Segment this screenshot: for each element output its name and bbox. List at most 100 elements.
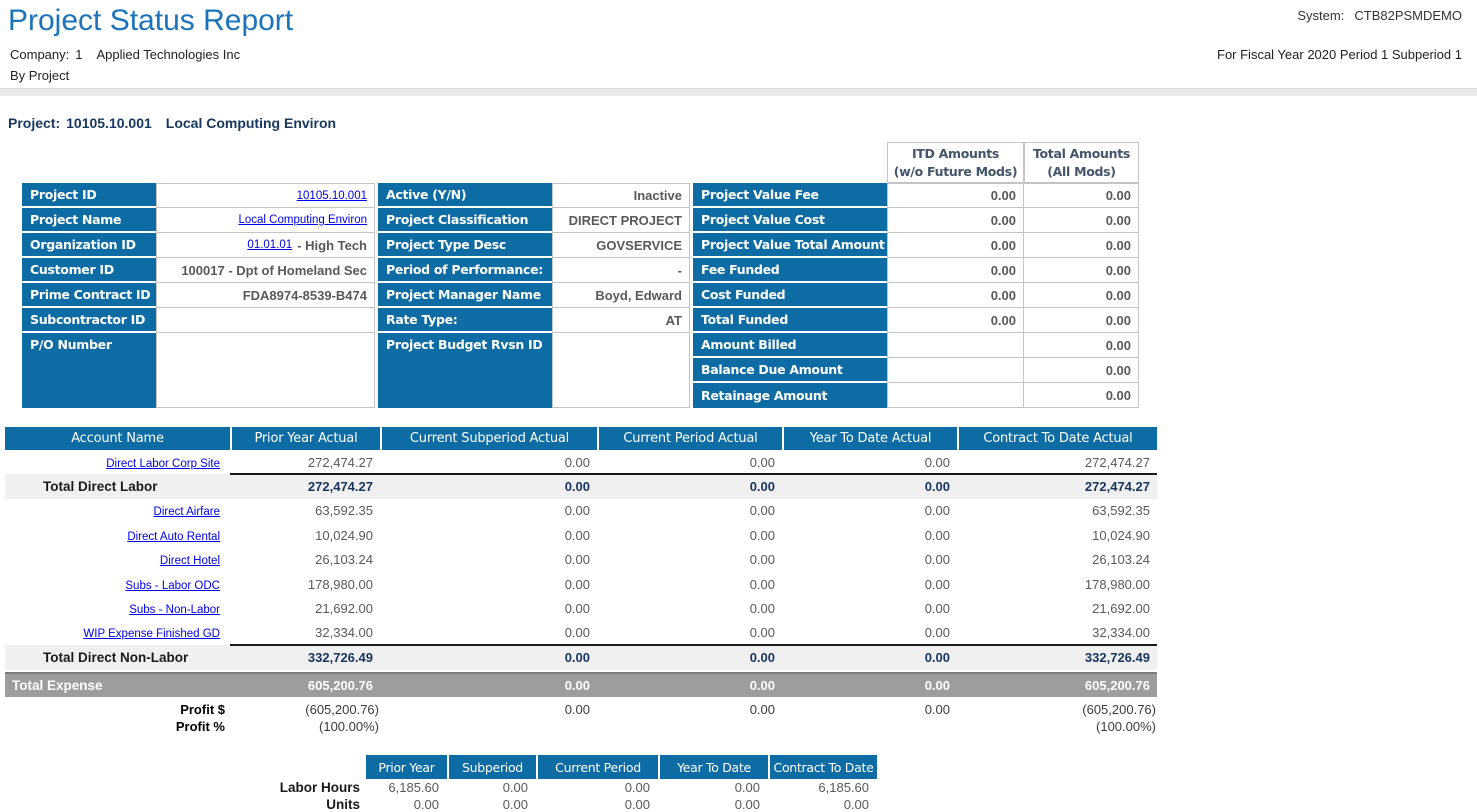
value-cell: 0.00 [597,702,782,717]
value-cell: 605,200.76 [957,678,1157,693]
account-name-cell: WIP Expense Finished GD [5,625,230,640]
info-value [552,333,690,408]
value-cell: 0.00 [380,479,597,494]
account-link[interactable]: Subs - Non-Labor [129,604,220,616]
hours-value-cell: 0.00 [536,780,658,795]
amount-total-value: 0.00 [1024,383,1139,408]
value-cell: 0.00 [782,503,957,518]
value-cell: 63,592.35 [957,503,1157,518]
value-cell: 0.00 [380,503,597,518]
account-name-cell: Profit $ [5,702,230,717]
amounts-header-text: Total Amounts(All Mods) [1033,145,1130,180]
account-link[interactable]: WIP Expense Finished GD [83,628,220,640]
account-name-cell: Total Expense [5,678,230,693]
value-cell: 0.00 [782,528,957,543]
amount-total-value: 0.00 [1024,208,1139,233]
table-row: Profit $(605,200.76)0.000.000.00(605,200… [5,701,1157,719]
value-cell: 63,592.35 [230,503,380,518]
account-name-cell: Total Direct Non-Labor [5,650,230,665]
account-link[interactable]: Direct Hotel [160,555,220,567]
value-cell: 0.00 [782,479,957,494]
value-cell: 0.00 [380,601,597,616]
value-cell: (605,200.76) [230,702,380,717]
project-link[interactable]: 10105.10.001 [297,190,367,202]
value-cell: 0.00 [380,702,597,717]
table-row: Direct Labor Corp Site272,474.270.000.00… [5,450,1157,474]
account-name-cell: Direct Hotel [5,552,230,567]
value-cell: 0.00 [380,455,597,470]
grouping-label: By Project [10,68,69,83]
value-cell: 0.00 [782,702,957,717]
value-cell: 0.00 [782,552,957,567]
value-cell: 10,024.90 [230,528,380,543]
hours-column-header: Year To Date [658,755,768,779]
account-table-header-row: Account NamePrior Year ActualCurrent Sub… [5,427,1157,450]
value-cell: 272,474.27 [230,479,380,494]
value-cell: 0.00 [597,503,782,518]
value-cell: 0.00 [380,678,597,693]
info-value [156,308,375,333]
amount-label: Project Value Fee [693,183,887,206]
value-cell: 0.00 [597,455,782,470]
hours-header-spacer [276,755,364,779]
value-cell: 272,474.27 [957,455,1157,470]
table-row: WIP Expense Finished GD32,334.000.000.00… [5,621,1157,645]
table-row: Direct Auto Rental10,024.900.000.000.001… [5,523,1157,547]
account-name-cell: Total Direct Labor [5,479,230,494]
value-cell: 0.00 [597,577,782,592]
project-label: Project: [8,115,60,131]
table-row: Direct Airfare63,592.350.000.000.0063,59… [5,499,1157,523]
amount-itd-value [887,333,1024,358]
column-header: Current Subperiod Actual [380,427,597,450]
info-value [156,333,375,408]
info-value: Boyd, Edward [552,283,690,308]
account-link[interactable]: Direct Airfare [154,506,220,518]
amounts-header-cell: Total Amounts(All Mods) [1024,142,1139,183]
header-divider [0,88,1477,96]
amount-itd-value: 0.00 [887,258,1024,283]
hours-value-cell: 6,185.60 [364,780,447,795]
hours-value-cell: 0.00 [658,780,768,795]
value-cell: 0.00 [782,678,957,693]
account-link[interactable]: Direct Auto Rental [127,531,220,543]
hours-value-cell: 6,185.60 [768,780,877,795]
value-cell: 10,024.90 [957,528,1157,543]
value-cell: 0.00 [380,577,597,592]
info-label: Active (Y/N) [378,183,552,206]
account-link[interactable]: Subs - Labor ODC [125,580,220,592]
hours-column-header: Current Period [536,755,658,779]
table-row: Direct Hotel26,103.240.000.000.0026,103.… [5,548,1157,572]
project-link[interactable]: 01.01.01 [247,239,292,251]
project-info-left-table: Project ID10105.10.001Project NameLocal … [22,183,375,408]
info-value: FDA8974-8539-B474 [156,283,375,308]
amounts-column-headers: ITD Amounts(w/o Future Mods) Total Amount… [887,142,1139,183]
value-cell: 26,103.24 [957,552,1157,567]
value-cell: 605,200.76 [230,678,380,693]
hours-column-header: Subperiod [447,755,536,779]
info-value: - [552,258,690,283]
system-value: CTB82PSMDEMO [1354,8,1462,23]
amount-total-value: 0.00 [1024,258,1139,283]
value-cell: 272,474.27 [230,455,380,470]
value-cell: 0.00 [597,650,782,665]
info-label: Project ID [22,183,156,206]
system-label: System: [1297,8,1344,23]
value-cell: 0.00 [782,577,957,592]
value-cell: 0.00 [782,455,957,470]
value-cell: 0.00 [380,650,597,665]
value-cell: 0.00 [597,479,782,494]
amount-label: Total Funded [693,308,887,331]
amount-label: Cost Funded [693,283,887,306]
value-cell: 0.00 [782,625,957,640]
hours-value-cell: 0.00 [536,797,658,812]
value-cell: 178,980.00 [957,577,1157,592]
hours-value-cell: 0.00 [364,797,447,812]
amounts-header-cell: ITD Amounts(w/o Future Mods) [887,142,1024,183]
column-header: Prior Year Actual [230,427,380,450]
amount-total-value: 0.00 [1024,358,1139,383]
project-link[interactable]: Local Computing Environ [239,214,368,226]
value-cell: (100.00%) [957,719,1157,734]
table-row: Total Direct Non-Labor332,726.490.000.00… [5,645,1157,669]
account-link[interactable]: Direct Labor Corp Site [106,458,220,470]
info-label: Subcontractor ID [22,308,156,331]
